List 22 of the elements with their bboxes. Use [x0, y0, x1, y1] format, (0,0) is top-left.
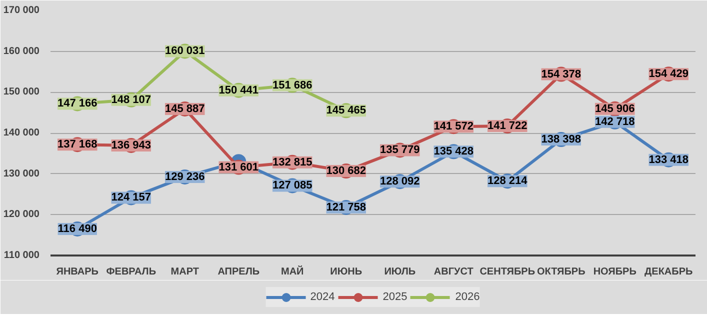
- y-tick-label: 130 000: [3, 168, 40, 180]
- x-tick-label: ИЮЛЬ: [384, 266, 416, 278]
- y-tick-label: 170 000: [3, 5, 40, 16]
- legend-label: 2026: [455, 291, 480, 303]
- x-tick-label: АВГУСТ: [434, 266, 474, 278]
- y-tick-label: 140 000: [3, 128, 40, 138]
- x-tick-label: ДЕКАБРЬ: [644, 266, 693, 278]
- y-tick-label: 110 000: [4, 250, 40, 261]
- x-tick-label: ИЮНЬ: [330, 266, 362, 278]
- x-tick-label: АПРЕЛЬ: [218, 266, 260, 278]
- legend-label: 2024: [310, 291, 335, 303]
- legend-label: 2025: [382, 291, 408, 303]
- y-tick-label: 160 000: [3, 46, 40, 57]
- x-tick-label: ЯНВАРЬ: [56, 266, 98, 278]
- y-tick-label: 120 000: [3, 209, 40, 220]
- y-tick-label: 150 000: [3, 86, 40, 98]
- x-tick-label: ОКТЯБРЬ: [536, 266, 586, 278]
- x-tick-label: ФЕВРАЛЬ: [106, 266, 156, 278]
- x-tick-label: СЕНТЯБРЬ: [480, 266, 536, 278]
- x-tick-label: НОЯБРЬ: [593, 266, 636, 278]
- x-tick-label: МАРТ: [170, 266, 199, 278]
- x-tick-label: МАЙ: [281, 264, 304, 278]
